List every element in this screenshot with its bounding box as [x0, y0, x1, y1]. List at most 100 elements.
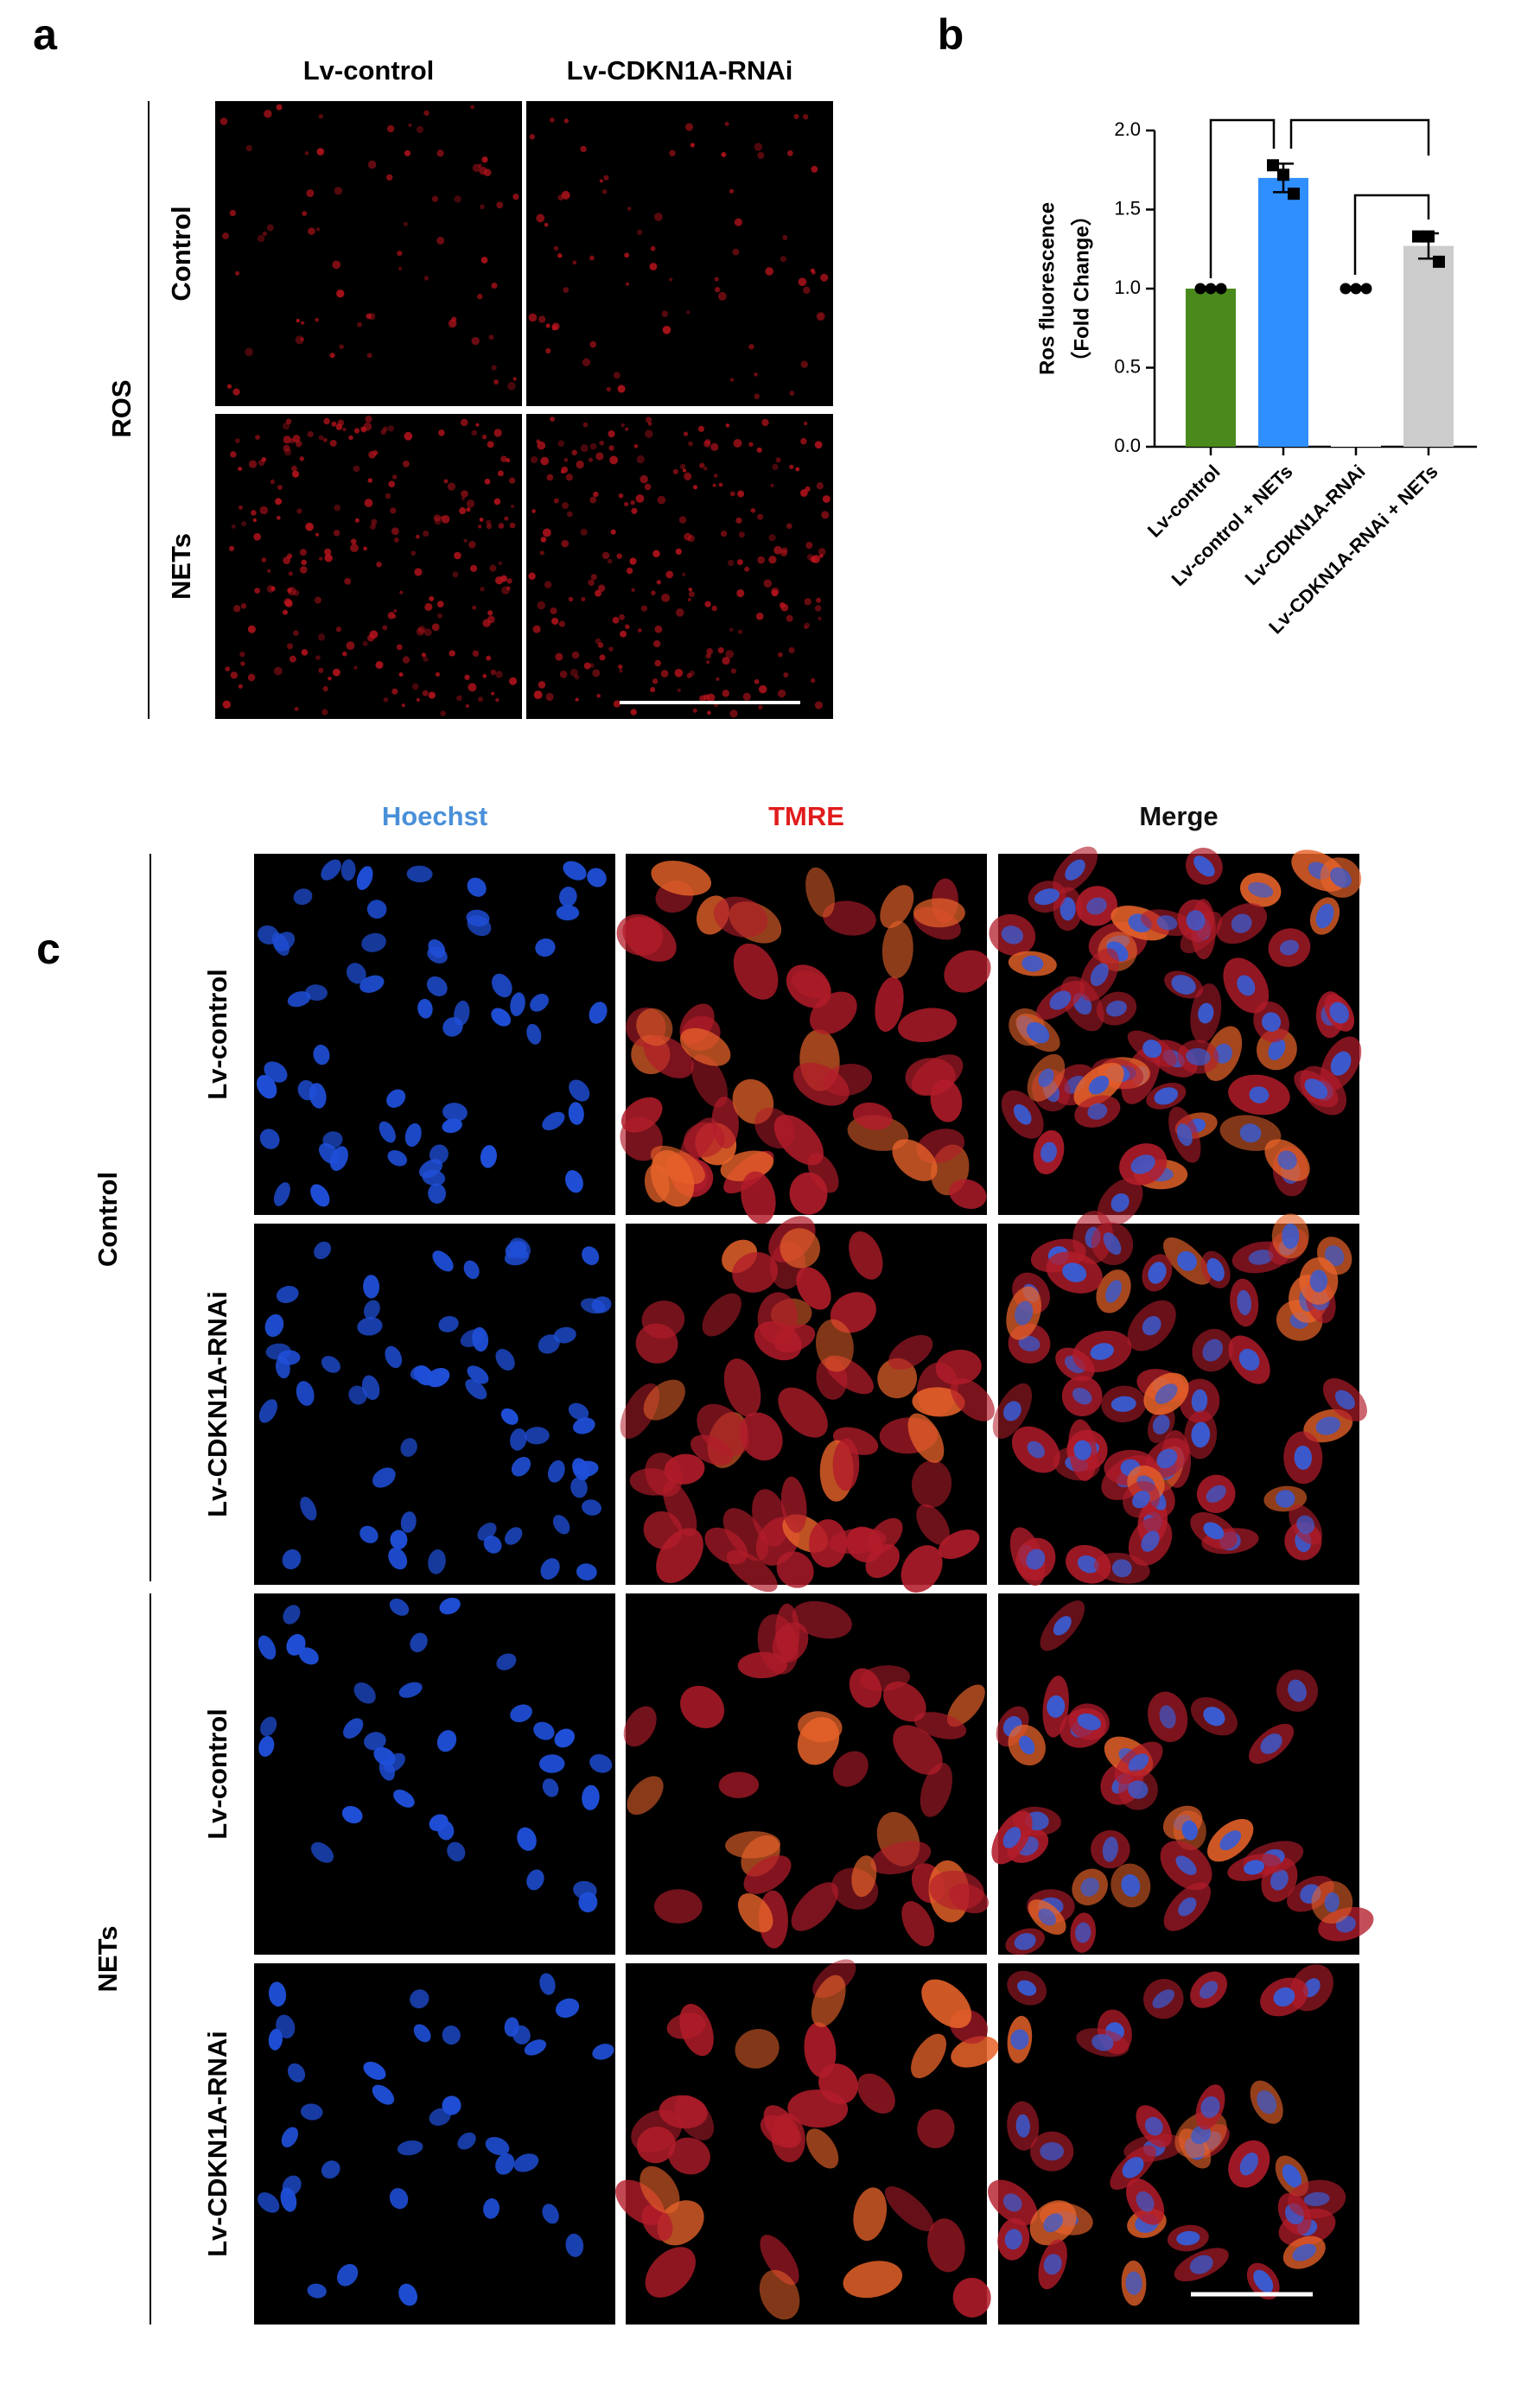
micrograph: [215, 414, 522, 719]
nucleus: [432, 1250, 454, 1272]
cell-signal: [597, 584, 606, 592]
cell-signal: [460, 418, 468, 427]
cell-signal: [818, 616, 822, 621]
y-axis-title: （Fold Change）: [1070, 205, 1093, 372]
cell-signal: [717, 291, 727, 301]
cell-signal: [472, 605, 477, 610]
cell-signal: [367, 478, 372, 483]
cell-signal: [782, 234, 788, 240]
nucleus: [524, 2039, 546, 2056]
nucleus: [592, 2044, 614, 2060]
nucleus: [400, 1438, 417, 1457]
nucleus: [511, 1456, 531, 1477]
nucleus: [495, 2153, 515, 2175]
cell-signal: [582, 358, 591, 366]
nucleus: [398, 1682, 423, 1698]
nucleus: [555, 1998, 580, 2019]
cell-signal: [454, 195, 461, 203]
nucleus: [413, 2024, 431, 2043]
nucleus: [1334, 1390, 1355, 1410]
nucleus: [504, 1249, 530, 1266]
cell-signal: [722, 690, 730, 697]
nucleus: [512, 2025, 531, 2045]
group-label: Control: [92, 1172, 123, 1267]
cell-signal: [335, 626, 342, 633]
cell-signal: [403, 221, 408, 226]
cell-signal: [318, 667, 324, 673]
cell-signal: [276, 104, 283, 111]
nucleus: [465, 1379, 487, 1400]
nucleus: [1027, 1441, 1045, 1459]
cell-signal: [367, 160, 377, 169]
cell-signal: [620, 630, 627, 638]
cell-signal: [636, 455, 645, 464]
cell-signal: [665, 570, 674, 579]
nucleus: [569, 1079, 590, 1102]
cell-signal: [763, 579, 773, 588]
mito-signal: [780, 1228, 820, 1269]
cell-signal: [264, 110, 272, 118]
cell-signal: [613, 700, 620, 708]
micrograph: [254, 1593, 615, 1955]
cell-signal: [402, 656, 410, 664]
cell-signal: [490, 669, 497, 676]
mito-signal: [759, 2269, 800, 2320]
cell-signal: [291, 470, 300, 478]
nucleus: [1040, 2141, 1065, 2161]
cell-signal: [484, 478, 491, 485]
cell-signal: [688, 591, 695, 597]
nucleus: [307, 2283, 327, 2299]
cell-signal: [612, 616, 620, 624]
cell-signal: [575, 697, 579, 702]
nucleus: [1191, 1421, 1211, 1448]
nucleus: [1075, 1922, 1091, 1943]
cell-signal: [618, 493, 624, 499]
nucleus: [485, 2136, 510, 2156]
cell-signal: [661, 310, 669, 318]
mito-signal: [636, 1008, 673, 1046]
cell-signal: [410, 550, 417, 556]
cell-signal: [531, 455, 538, 464]
cell-signal: [549, 117, 555, 123]
nucleus: [282, 2175, 302, 2196]
cell-signal: [568, 596, 574, 602]
nucleus: [1315, 1416, 1341, 1435]
x-tick-label: Lv-control + NETs: [1168, 461, 1297, 590]
cell-signal: [304, 151, 309, 156]
cell-signal: [433, 514, 441, 522]
cell-signal: [512, 377, 517, 381]
cell-signal: [511, 504, 515, 509]
nucleus: [363, 2061, 386, 2080]
cell-signal: [570, 668, 578, 677]
mito-signal: [787, 2089, 849, 2128]
bracket: [1209, 118, 1276, 278]
nucleus: [429, 2108, 451, 2126]
mito-signal: [884, 2186, 934, 2232]
cell-signal: [390, 507, 397, 514]
nucleus: [429, 1144, 449, 1165]
cell-signal: [688, 441, 693, 447]
cell-signal: [285, 418, 292, 424]
nucleus: [385, 1345, 403, 1369]
cell-signal: [289, 655, 296, 663]
cell-signal: [563, 118, 570, 124]
nucleus: [390, 1530, 408, 1549]
nucleus: [1038, 1908, 1057, 1926]
cell-signal: [366, 353, 372, 359]
cell-signal: [770, 483, 774, 487]
nucleus: [1191, 1389, 1208, 1413]
cell-signal: [368, 450, 376, 459]
cell-signal: [481, 156, 488, 162]
cell-signal: [684, 472, 692, 480]
cell-signal: [595, 638, 601, 645]
panel-label: c: [36, 925, 60, 973]
image-background: [254, 1963, 615, 2325]
nucleus: [1176, 1123, 1193, 1147]
cell-signal: [488, 334, 494, 340]
nucleus: [568, 1402, 589, 1421]
cell-signal: [324, 548, 332, 556]
cell-signal: [332, 668, 340, 677]
cell-signal: [780, 550, 788, 557]
micrograph: [526, 414, 833, 719]
nucleus: [1018, 1335, 1040, 1352]
